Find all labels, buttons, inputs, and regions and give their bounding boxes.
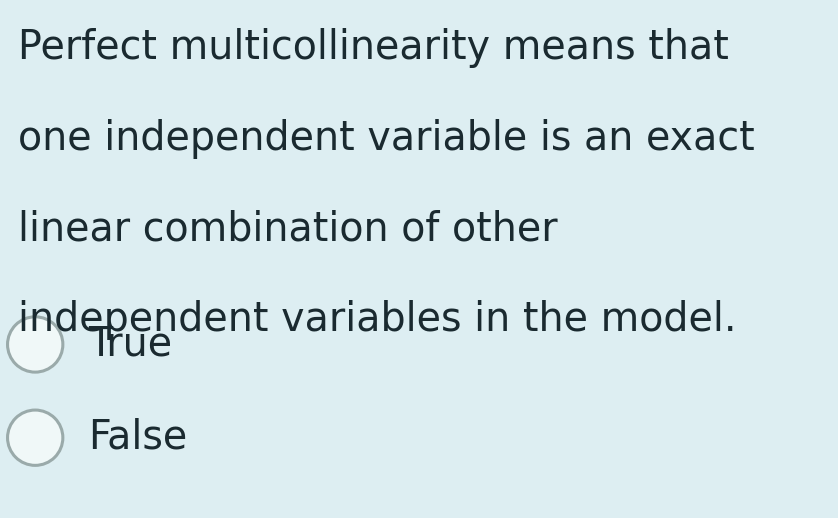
- Text: linear combination of other: linear combination of other: [18, 210, 558, 250]
- Text: True: True: [88, 324, 172, 365]
- Text: False: False: [88, 418, 187, 458]
- Text: independent variables in the model.: independent variables in the model.: [18, 300, 737, 340]
- Ellipse shape: [8, 317, 63, 372]
- Text: Perfect multicollinearity means that: Perfect multicollinearity means that: [18, 28, 729, 68]
- Text: one independent variable is an exact: one independent variable is an exact: [18, 119, 755, 159]
- Ellipse shape: [8, 410, 63, 465]
